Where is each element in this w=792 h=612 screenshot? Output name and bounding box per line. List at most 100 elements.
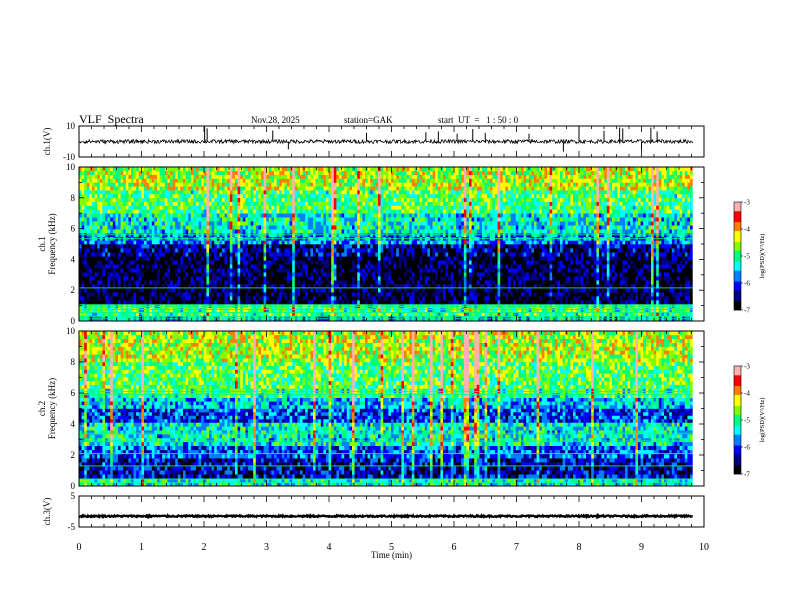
spectrogram-cell: [107, 284, 111, 289]
spectrogram-cell: [237, 248, 241, 253]
spectrogram-cell: [263, 193, 267, 199]
spectrogram-cell: [235, 190, 238, 195]
spectrogram-cell: [294, 217, 298, 222]
spectrogram-cell: [274, 264, 277, 269]
spectrogram-cell: [383, 256, 387, 261]
spectrogram-cell: [396, 217, 400, 222]
spectrogram-cell: [224, 292, 228, 297]
spectrogram-cell: [84, 213, 88, 218]
spectrogram-cell: [375, 190, 379, 195]
spectrogram-cell: [138, 311, 142, 316]
spectrogram-cell: [79, 292, 82, 297]
spectrogram-cell: [266, 280, 270, 285]
spectrogram-cell: [79, 260, 82, 265]
spectrogram-cell: [339, 280, 342, 285]
spectrogram-cell: [385, 186, 389, 191]
spectrogram-cell: [94, 170, 98, 175]
spectrogram-cell: [112, 311, 116, 316]
spectrogram-cell: [175, 205, 179, 210]
spectrogram-cell: [211, 170, 215, 175]
spectrogram-cell: [313, 178, 316, 183]
spectrogram-cell: [409, 221, 413, 226]
spectrogram-cell: [409, 311, 413, 316]
spectrogram-cell: [310, 197, 314, 202]
spectrogram-cell: [172, 272, 176, 277]
spectrogram-cell: [370, 240, 374, 245]
spectrogram-cell: [404, 276, 407, 281]
spectrogram-cell: [167, 197, 171, 202]
spectrogram-cell: [393, 174, 397, 179]
spectrogram-cell: [175, 217, 179, 222]
spectrogram-cell: [224, 205, 228, 210]
spectrogram-cell: [318, 296, 322, 301]
spectrogram-cell: [84, 244, 88, 249]
spectrogram-cell: [81, 182, 85, 187]
spectrogram-cell: [102, 182, 106, 187]
spectrogram-cell: [391, 197, 394, 202]
spectrogram-cell: [120, 217, 124, 222]
spectrogram-cell: [235, 229, 238, 234]
spectrogram-cell: [362, 174, 366, 179]
spectrogram-cell: [404, 182, 407, 187]
spectrogram-cell: [261, 174, 264, 179]
spectrogram-cell: [398, 205, 402, 210]
spectrogram-cell: [115, 264, 119, 269]
spectrogram-cell: [86, 292, 90, 297]
spectrogram-cell: [250, 296, 254, 301]
spectrogram-cell: [310, 292, 314, 297]
spectrogram-cell: [250, 311, 254, 316]
spectrogram-cell: [406, 193, 410, 199]
spectrogram-cell: [284, 264, 288, 269]
spectrogram-cell: [115, 300, 119, 305]
spectrogram-cell: [102, 311, 106, 316]
spectrogram-cell: [172, 167, 176, 172]
spectrogram-cell: [396, 205, 400, 210]
spectrogram-cell: [177, 252, 181, 257]
spectrogram-cell: [281, 264, 285, 269]
spectrogram-cell: [276, 186, 280, 191]
spectrogram-cell: [248, 174, 251, 179]
spectrogram-cell: [375, 197, 379, 202]
spectrogram-cell: [396, 201, 400, 206]
spectrogram-cell: [112, 292, 116, 297]
spectrogram-cell: [190, 311, 194, 316]
spectrogram-cell: [112, 213, 116, 218]
spectrogram-cell: [232, 256, 236, 261]
spectrogram-cell: [99, 256, 103, 261]
spectrogram-cell: [92, 190, 95, 195]
spectrogram-cell: [393, 217, 397, 222]
spectrogram-cell: [393, 264, 397, 269]
spectrogram-cell: [341, 268, 345, 273]
spectrogram-cell: [81, 252, 85, 257]
spectrogram-cell: [229, 190, 233, 195]
spectrogram-cell: [222, 244, 225, 249]
spectrogram-cell: [175, 272, 179, 277]
spectrogram-cell: [378, 244, 381, 249]
spectrogram-cell: [305, 280, 309, 285]
spectrogram-cell: [396, 197, 400, 202]
spectrogram-cell: [310, 248, 314, 253]
spectrogram-cell: [393, 292, 397, 297]
spectrogram-cell: [297, 186, 301, 191]
spectrogram-cell: [112, 201, 116, 206]
spectrogram-cell: [307, 225, 311, 230]
spectrogram-cell: [92, 240, 95, 245]
spectrogram-cell: [274, 307, 277, 313]
spectrogram-cell: [279, 311, 283, 316]
spectrogram-cell: [250, 221, 254, 226]
spectrogram-cell: [333, 284, 337, 289]
spectrogram-cell: [240, 288, 244, 293]
spectrogram-cell: [159, 229, 163, 234]
spectrogram-cell: [97, 213, 101, 218]
spectrogram-cell: [383, 229, 387, 234]
spectrogram-cell: [388, 260, 392, 265]
spectrogram-cell: [81, 167, 85, 172]
spectrogram-cell: [102, 170, 106, 175]
spectrogram-cell: [157, 296, 160, 301]
spectrogram-cell: [125, 225, 129, 230]
spectrogram-cell: [136, 186, 140, 191]
spectrogram-cell: [206, 311, 210, 316]
spectrogram-cell: [154, 217, 158, 222]
spectrogram-cell: [81, 296, 85, 301]
spectrogram-cell: [227, 276, 231, 281]
